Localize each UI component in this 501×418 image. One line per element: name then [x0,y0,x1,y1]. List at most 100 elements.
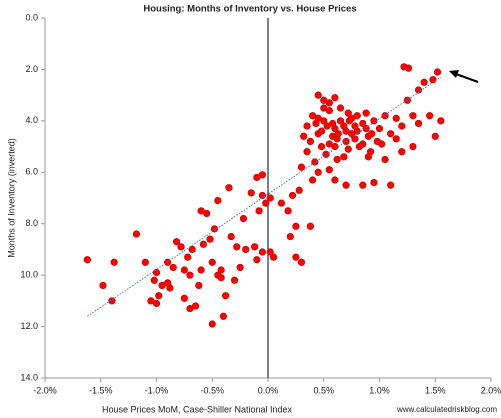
point [426,112,434,120]
point [239,214,248,223]
point [266,248,274,256]
point [214,196,222,205]
point [404,64,413,72]
point [197,266,205,274]
point [398,148,406,156]
point [258,171,267,179]
point [236,263,244,272]
point [180,294,188,302]
trendline [87,76,442,317]
point [387,181,395,189]
point [169,263,177,272]
point [340,153,348,161]
point [83,256,91,264]
point [219,312,227,320]
point [317,127,326,135]
point [342,181,350,189]
point [217,274,225,282]
y-tick-label: 2.0 [25,64,38,74]
point [364,153,372,161]
point [403,96,411,104]
point [199,240,207,248]
point [303,122,311,130]
point [286,232,294,241]
point [362,124,370,133]
point [392,114,400,122]
point [359,140,367,148]
point [208,258,216,266]
point [414,86,423,94]
point [180,266,188,274]
source: www.calculatedriskblog.com [396,405,497,414]
point [295,186,303,194]
point [164,279,172,287]
point [336,117,345,125]
point [300,132,308,140]
point [306,137,314,146]
point [184,253,192,261]
point [331,94,339,102]
x-axis-label: House Prices MoM, Case-Shiller National … [102,404,293,414]
point [227,232,235,241]
point [251,243,259,251]
point [387,130,395,138]
point [306,222,314,230]
point [225,184,233,192]
point [414,119,423,128]
point [320,104,328,112]
point [108,297,116,305]
point [331,176,339,184]
point [292,222,300,230]
point [152,299,161,308]
point [409,142,417,151]
point [344,109,352,117]
x-tick-label: 2.0% [481,385,501,395]
x-tick-label: -0.5% [200,385,224,395]
point [368,130,376,138]
point [141,258,149,266]
point [208,320,216,328]
y-axis-label: Months of Inventory (inverted) [6,138,16,258]
y-tick-label: 6.0 [25,167,38,177]
x-tick-label: -1.5% [89,385,113,395]
point [110,258,118,266]
point [297,163,306,171]
point [197,207,205,215]
point [255,207,263,215]
point [375,124,384,133]
point [266,194,274,202]
point [230,276,239,284]
point [344,145,352,153]
point [195,281,203,290]
point [186,271,194,279]
point [258,248,267,256]
x-tick-label: 0.5% [313,385,334,395]
point [323,122,331,130]
y-tick-label: 0.0 [25,12,38,22]
point [398,122,406,130]
point [303,148,311,156]
point [242,245,250,254]
point [155,292,163,300]
x-tick-label: -1.0% [145,385,169,395]
point [331,142,339,151]
point [311,158,319,166]
x-tick-label: 1.0% [369,385,390,395]
x-tick-label: 1.5% [425,385,446,395]
point [409,112,417,120]
point [437,117,445,125]
chart-title: Housing: Months of Inventory vs. House P… [143,4,356,15]
point [381,155,389,164]
point [431,132,439,140]
point [314,91,322,99]
point [99,281,107,290]
point [247,189,255,197]
point [325,166,333,174]
point [336,104,345,112]
y-tick-label: 10.0 [20,270,38,280]
point [359,181,367,189]
x-tick-label: -2.0% [33,385,57,395]
point [309,176,317,184]
point [172,238,181,246]
